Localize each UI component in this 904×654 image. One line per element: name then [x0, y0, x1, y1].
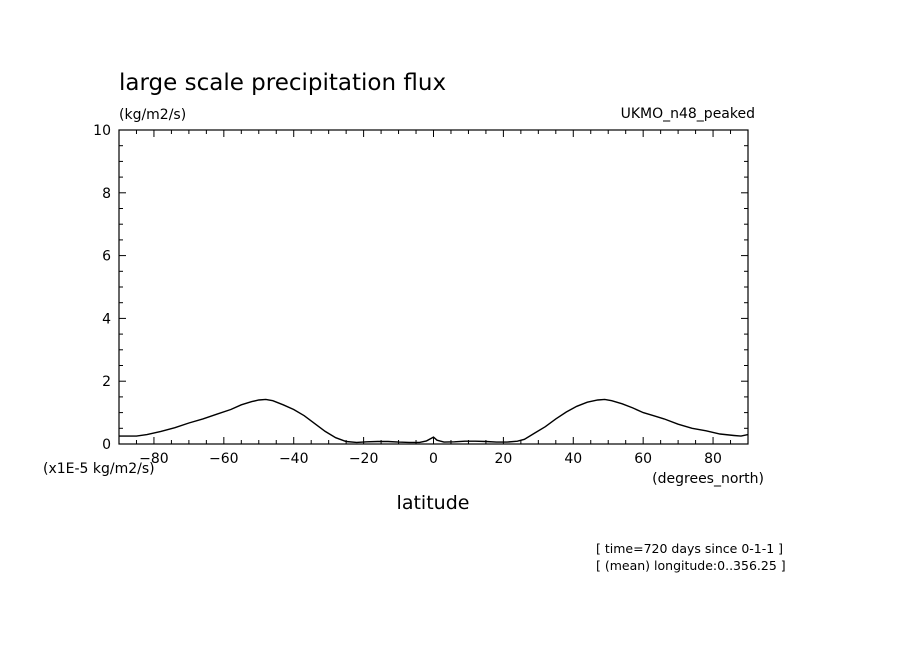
x-tick-label: −40 — [279, 451, 309, 467]
series-line — [119, 398, 749, 444]
x-tick-label: −60 — [209, 451, 239, 467]
x-tick-labels: −80 −60 −40 −20 0 20 40 60 80 — [139, 451, 722, 467]
x-tick-label: −80 — [139, 451, 169, 467]
y-tick-labels: 0 2 4 6 8 10 — [93, 123, 111, 453]
y-tick-label: 4 — [102, 311, 111, 327]
x-units-label: (degrees_north) — [652, 471, 764, 487]
time-footer: [ time=720 days since 0-1-1 ] — [596, 541, 783, 556]
axis-ticks — [118, 129, 749, 445]
x-tick-label: 0 — [429, 451, 438, 467]
y-tick-label: 2 — [102, 374, 111, 390]
y-tick-label: 8 — [102, 186, 111, 202]
x-axis-label: latitude — [397, 492, 470, 514]
chart-title: large scale precipitation flux — [119, 70, 446, 96]
y-tick-label: 10 — [93, 123, 111, 139]
units-label: (kg/m2/s) — [119, 107, 186, 123]
x-tick-label: 20 — [494, 451, 512, 467]
y-scale-label: (x1E-5 kg/m2/s) — [43, 461, 155, 477]
x-tick-label: 60 — [634, 451, 652, 467]
x-tick-label: −20 — [349, 451, 379, 467]
x-tick-label: 40 — [564, 451, 582, 467]
dataset-label: UKMO_n48_peaked — [621, 106, 755, 122]
y-tick-label: 0 — [102, 437, 111, 453]
x-tick-label: 80 — [704, 451, 722, 467]
longitude-footer: [ (mean) longitude:0..356.25 ] — [596, 558, 786, 573]
plot-frame — [118, 129, 749, 445]
y-tick-label: 6 — [102, 249, 111, 265]
